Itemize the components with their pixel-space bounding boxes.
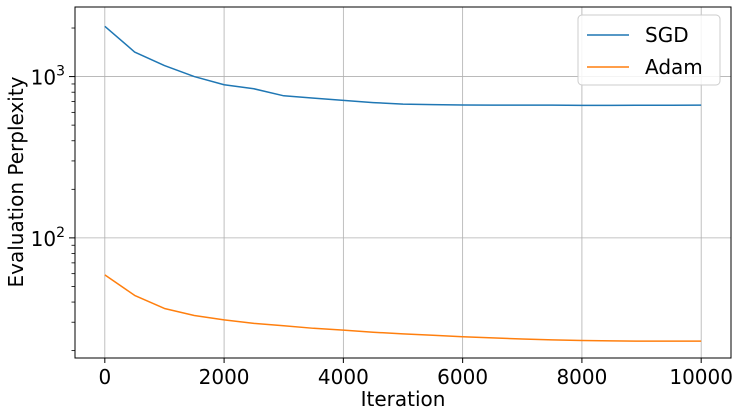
- legend: SGD Adam: [577, 14, 721, 86]
- plot-frame: [74, 6, 732, 359]
- x-axis-ticks: 0 2000 4000 6000 8000 10000: [98, 358, 733, 389]
- x-tick-label: 10000: [669, 365, 733, 389]
- plot-series: [104, 25, 702, 342]
- x-tick-label: 6000: [437, 365, 488, 389]
- y-tick-label: 102: [31, 225, 65, 251]
- series-line-sgd: [104, 25, 702, 107]
- x-tick-label: 0: [98, 365, 111, 389]
- x-tick-label: 4000: [318, 365, 369, 389]
- x-tick-label: 8000: [556, 365, 607, 389]
- y-axis-label: Evaluation Perplexity: [4, 76, 28, 287]
- legend-label: SGD: [645, 23, 689, 47]
- series-line-adam: [104, 274, 702, 342]
- legend-label: Adam: [645, 55, 703, 79]
- y-axis-ticks: 102 103: [31, 27, 75, 352]
- x-tick-label: 2000: [199, 365, 250, 389]
- x-axis-label: Iteration: [361, 387, 446, 411]
- y-tick-label: 103: [31, 64, 65, 90]
